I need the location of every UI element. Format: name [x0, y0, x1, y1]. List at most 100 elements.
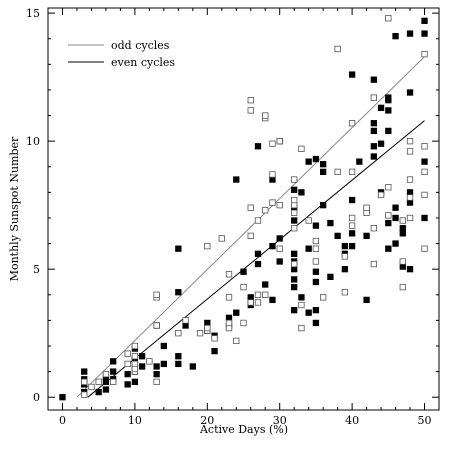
open-square-point — [305, 217, 312, 224]
filled-square-point — [312, 278, 320, 286]
axis-ticks — [48, 8, 439, 410]
filled-square-point — [153, 371, 160, 378]
filled-square-point — [421, 17, 428, 24]
open-square-point — [312, 245, 320, 252]
filled-square-point — [305, 309, 312, 316]
fit-line — [76, 56, 425, 398]
open-square-point — [348, 120, 356, 127]
filled-square-point — [138, 363, 146, 370]
open-square-point — [240, 283, 247, 291]
filled-square-point — [356, 158, 363, 165]
filled-square-point — [319, 161, 327, 168]
open-square-point — [124, 350, 131, 357]
open-square-point — [204, 324, 211, 332]
filled-square-point — [276, 235, 283, 242]
open-square-point — [81, 378, 88, 385]
filled-square-point — [312, 319, 320, 327]
open-square-point — [348, 168, 356, 176]
open-square-point — [421, 143, 428, 150]
open-square-point — [334, 168, 341, 176]
open-square-point — [312, 237, 320, 245]
open-square-point — [88, 383, 95, 391]
filled-square-point — [291, 306, 298, 314]
open-square-point — [225, 271, 233, 278]
filled-square-point — [327, 273, 334, 281]
open-square-point — [233, 337, 240, 345]
open-square-point — [247, 107, 254, 114]
filled-square-point — [370, 153, 377, 160]
open-square-point — [182, 317, 189, 324]
filled-square-point — [276, 258, 283, 265]
open-square-point — [363, 209, 370, 216]
open-square-point — [254, 217, 262, 224]
filled-square-point — [269, 296, 276, 304]
open-square-point — [225, 324, 233, 332]
filled-square-point — [312, 268, 320, 275]
filled-square-point — [110, 358, 117, 365]
open-square-point — [153, 322, 160, 329]
filled-square-point — [233, 176, 240, 183]
filled-square-point — [392, 33, 399, 40]
filled-square-point — [399, 263, 406, 270]
open-square-point — [348, 222, 356, 229]
filled-square-point — [363, 296, 370, 304]
open-square-point — [254, 291, 262, 298]
filled-square-point — [392, 204, 399, 211]
plot-frame — [47, 7, 440, 411]
x-axis-title: Active Days (%) — [199, 423, 288, 436]
filled-square-point — [406, 189, 414, 196]
filled-square-point — [406, 30, 414, 37]
filled-square-point — [298, 189, 305, 196]
filled-square-point — [175, 289, 182, 296]
filled-square-point — [269, 176, 276, 183]
x-tick-label: 40 — [345, 414, 359, 427]
open-square-point — [399, 283, 406, 291]
filled-square-point — [421, 30, 428, 37]
filled-square-point — [95, 388, 102, 396]
open-square-point — [153, 378, 160, 385]
filled-square-point — [421, 158, 428, 165]
filled-square-point — [319, 202, 327, 209]
filled-square-point — [175, 360, 182, 368]
filled-square-point — [341, 242, 349, 250]
open-square-point — [262, 112, 269, 119]
open-square-point — [406, 148, 414, 155]
open-square-point — [312, 258, 320, 265]
filled-square-point — [254, 143, 262, 150]
open-square-point — [225, 319, 233, 327]
x-tick-label: 10 — [128, 414, 142, 427]
filled-square-point — [211, 347, 218, 355]
filled-square-point — [204, 319, 211, 327]
filled-square-point — [291, 266, 298, 273]
x-tick-label: 0 — [59, 414, 66, 427]
filled-square-point — [225, 314, 233, 321]
open-square-point — [348, 214, 356, 222]
open-square-point — [196, 330, 204, 337]
filled-square-point — [392, 240, 399, 247]
filled-square-point — [334, 232, 341, 240]
filled-square-point — [189, 363, 196, 370]
y-tick-label: 10 — [26, 135, 40, 148]
filled-square-point — [348, 230, 356, 237]
open-square-point — [406, 194, 414, 201]
filled-square-point — [363, 232, 370, 240]
filled-square-point — [160, 342, 168, 350]
filled-square-point — [102, 378, 110, 385]
x-tick-label: 50 — [418, 414, 432, 427]
open-square-point — [291, 225, 298, 232]
filled-square-point — [399, 230, 406, 237]
filled-square-point — [348, 196, 356, 204]
open-square-point — [377, 191, 385, 199]
filled-square-point — [153, 363, 160, 370]
filled-square-point — [102, 386, 110, 393]
open-square-point — [363, 204, 370, 211]
fit-line — [87, 120, 425, 398]
filled-square-point — [312, 222, 320, 229]
filled-square-point — [291, 276, 298, 283]
open-square-point — [153, 291, 160, 298]
filled-square-point — [406, 89, 414, 96]
open-square-point — [95, 378, 102, 385]
open-square-point — [385, 212, 392, 219]
filled-square-point — [312, 306, 320, 314]
